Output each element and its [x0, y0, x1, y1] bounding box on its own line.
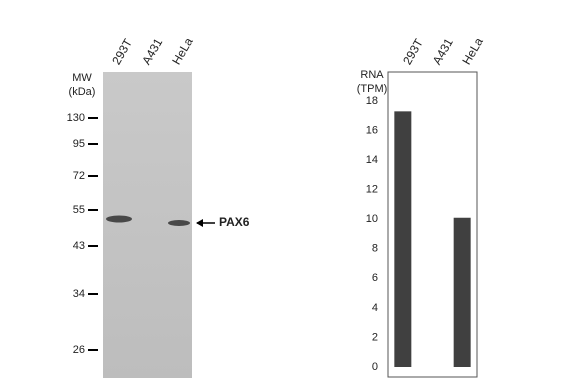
y-tick-label: 0 [372, 361, 378, 373]
unit-label: (kDa) [69, 86, 96, 98]
band [168, 220, 190, 226]
mw-marker: 55 [73, 204, 85, 216]
y-tick-label: 4 [372, 302, 378, 314]
x-tick-label: HeLa [459, 35, 486, 67]
x-tick-label: 293T [400, 36, 426, 67]
y-tick-label: 12 [366, 184, 378, 196]
chart-frame [387, 71, 478, 378]
lane-label: A431 [139, 36, 165, 68]
y-tick-label: 10 [366, 213, 378, 225]
y-axis-label: (TPM) [357, 83, 388, 95]
lane-label: 293T [109, 36, 135, 67]
mw-marker: 130 [67, 112, 85, 124]
target-label: PAX6 [219, 215, 250, 229]
lane-label: HeLa [169, 35, 196, 67]
y-tick-label: 2 [372, 331, 378, 343]
mw-marker: 43 [73, 240, 85, 252]
mw-label: MW [72, 72, 92, 84]
mw-marker: 72 [73, 170, 85, 182]
bar [453, 217, 471, 367]
band [106, 215, 132, 223]
x-tick-label: A431 [430, 36, 456, 68]
y-tick-label: 14 [366, 154, 378, 166]
arrow-head [196, 219, 203, 227]
mw-marker: 95 [73, 138, 85, 150]
mw-marker: 26 [73, 344, 85, 356]
y-tick-label: 6 [372, 272, 378, 284]
y-tick-label: 8 [372, 243, 378, 255]
bar [394, 111, 412, 367]
y-tick-label: 16 [366, 124, 378, 136]
y-axis-label: RNA [360, 69, 384, 81]
y-tick-label: 18 [366, 95, 378, 107]
mw-marker: 34 [73, 288, 85, 300]
